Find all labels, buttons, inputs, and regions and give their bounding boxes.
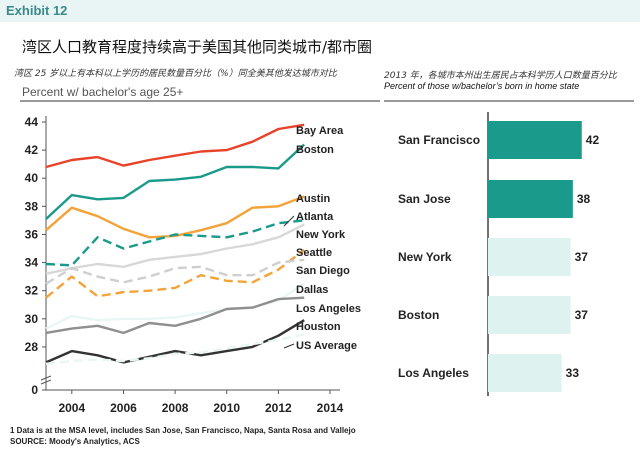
bar-category-label: Boston: [398, 308, 439, 322]
series-label: Austin: [296, 193, 331, 205]
y-tick-label: 34: [25, 256, 39, 270]
x-tick-label: 2004: [58, 401, 85, 415]
y-tick-label: 28: [25, 340, 39, 354]
x-tick-label: 2010: [213, 401, 240, 415]
series-line-new-york: [45, 223, 305, 275]
bar: [488, 354, 562, 392]
series-label: Atlanta: [296, 211, 334, 223]
exhibit-label: Exhibit 12: [6, 3, 68, 18]
series-line-los-angeles: [45, 296, 305, 335]
bar-category-label: San Francisco: [398, 133, 480, 147]
line-chart-ylabel: Percent w/ bachelor's age 25+: [22, 85, 184, 99]
bar-value-label: 37: [575, 250, 589, 264]
divider: [384, 100, 634, 102]
y-tick-label: 30: [25, 312, 39, 326]
x-tick-label: 2008: [162, 401, 189, 415]
y-tick-label: 0: [31, 383, 38, 397]
x-tick-label: 2006: [110, 401, 137, 415]
series-label: Boston: [296, 144, 334, 156]
x-tick-label: 2014: [317, 401, 344, 415]
series-label: San Diego: [296, 265, 350, 277]
y-tick-label: 44: [25, 115, 39, 129]
y-tick-label: 40: [25, 171, 39, 185]
line-chart-subtitle: 湾区 25 岁以上有本科以上学历的居民数量百分比（%）同全美其他发达城市对比: [14, 69, 337, 79]
bar: [488, 121, 582, 159]
series-line-bay-area: [45, 123, 305, 169]
axis-break: [40, 379, 52, 385]
series-line-seattle: [45, 248, 305, 299]
y-tick-label: 36: [25, 227, 39, 241]
series-label: New York: [296, 229, 346, 241]
page-title: 湾区人口教育程度持续高于美国其他同类城市/都市圈: [22, 38, 373, 56]
exhibit-banner: Exhibit 12: [0, 0, 640, 22]
series-line-atlanta: [45, 219, 305, 267]
leader-line: [283, 215, 295, 227]
divider: [20, 100, 380, 102]
series-label: Dallas: [296, 284, 328, 296]
bar-category-label: New York: [398, 250, 452, 264]
bar-category-label: Los Angeles: [398, 366, 469, 380]
series-label: Bay Area: [296, 125, 344, 137]
bar-value-label: 38: [577, 192, 591, 206]
bar-value-label: 33: [566, 366, 580, 380]
footnote: 1 Data is at the MSA level, includes San…: [10, 426, 356, 435]
y-tick-label: 42: [25, 143, 39, 157]
bar-chart-subtitle-cn: 2013 年，各城市本州出生居民占本科学历人口数量百分比: [384, 71, 617, 81]
bar-value-label: 42: [586, 133, 600, 147]
bar-category-label: San Jose: [398, 192, 451, 206]
y-tick-label: 32: [25, 284, 39, 298]
leader-line: [283, 343, 295, 349]
series-label: US Average: [296, 340, 357, 352]
x-tick-label: 2012: [265, 401, 292, 415]
series-label: Houston: [296, 321, 341, 333]
series-line-austin: [45, 195, 305, 239]
series-label: Los Angeles: [296, 303, 361, 315]
bar: [488, 238, 571, 276]
bar: [488, 296, 571, 334]
bar: [488, 180, 573, 218]
bar-chart-subtitle-en: Percent of those w/bachelor’s born in ho…: [384, 81, 580, 91]
y-tick-label: 38: [25, 199, 39, 213]
axis-break: [40, 375, 52, 381]
series-line-san-diego: [45, 258, 305, 285]
source-note: SOURCE: Moody's Analytics, ACS: [10, 437, 140, 446]
series-line-boston: [45, 143, 306, 220]
series-line-us-average: [45, 333, 305, 365]
series-label: Seattle: [296, 247, 332, 259]
bar-value-label: 37: [575, 308, 589, 322]
